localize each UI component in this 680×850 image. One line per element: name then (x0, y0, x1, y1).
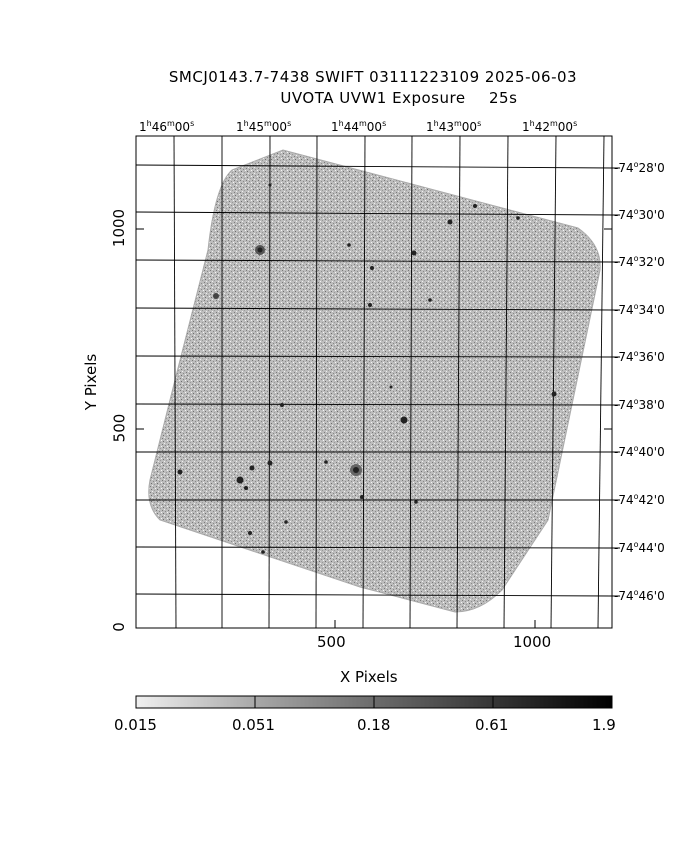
y-axis-ticks (136, 228, 612, 629)
y-tick-500: 500 (110, 413, 129, 443)
dec-label-8: -74o42'0 (614, 492, 665, 507)
colorbar-tick-1: 0.015 (114, 716, 157, 734)
ra-label-4: 1h43m00s (426, 119, 482, 134)
x-axis-label: X Pixels (340, 668, 398, 686)
exposure-time: 25s (489, 89, 518, 107)
dec-grid (135, 164, 613, 597)
dec-label-6: -74o38'0 (614, 397, 665, 412)
dec-label-4: -74o34'0 (614, 302, 665, 317)
colorbar-ticks (254, 696, 494, 708)
ra-label-3: 1h44m00s (331, 119, 387, 134)
dec-label-5: -74o36'0 (614, 349, 665, 364)
x-tick-500: 500 (317, 633, 346, 651)
dec-label-10: -74o46'0 (614, 588, 665, 603)
plot-title: SMCJ0143.7-7438 SWIFT 03111223109 2025-0… (168, 68, 578, 86)
sources (177, 183, 557, 554)
dec-ticks (612, 167, 620, 597)
colorbar-tick-5: 1.9 (592, 716, 616, 734)
x-axis-ticks (334, 620, 536, 628)
dec-label-3: -74o32'0 (614, 254, 665, 269)
dec-label-2: -74o30'0 (614, 207, 665, 222)
dec-label-7: -74o40'0 (614, 444, 665, 459)
plot-subtitle: UVOTA UVW1 Exposure 25s (0, 89, 680, 107)
dec-label-9: -74o44'0 (614, 540, 665, 555)
ra-grid (173, 135, 605, 629)
colorbar-tick-4: 0.61 (475, 716, 509, 734)
ra-label-5: 1h42m00s (522, 119, 578, 134)
colorbar-tick-2: 0.051 (232, 716, 275, 734)
plot-frame (135, 135, 613, 629)
subtitle-instrument: UVOTA UVW1 Exposure (280, 89, 466, 107)
y-axis-label: Y Pixels (82, 353, 101, 411)
y-tick-1000: 1000 (110, 208, 129, 248)
colorbar-tick-3: 0.18 (357, 716, 391, 734)
ra-label-2: 1h45m00s (236, 119, 292, 134)
x-tick-1000: 1000 (513, 633, 552, 651)
ra-label-1: 1h46m00s (139, 119, 195, 134)
y-tick-0: 0 (109, 622, 128, 632)
dec-label-1: -74o28'0 (614, 160, 665, 175)
exposure-footprint (148, 149, 601, 613)
